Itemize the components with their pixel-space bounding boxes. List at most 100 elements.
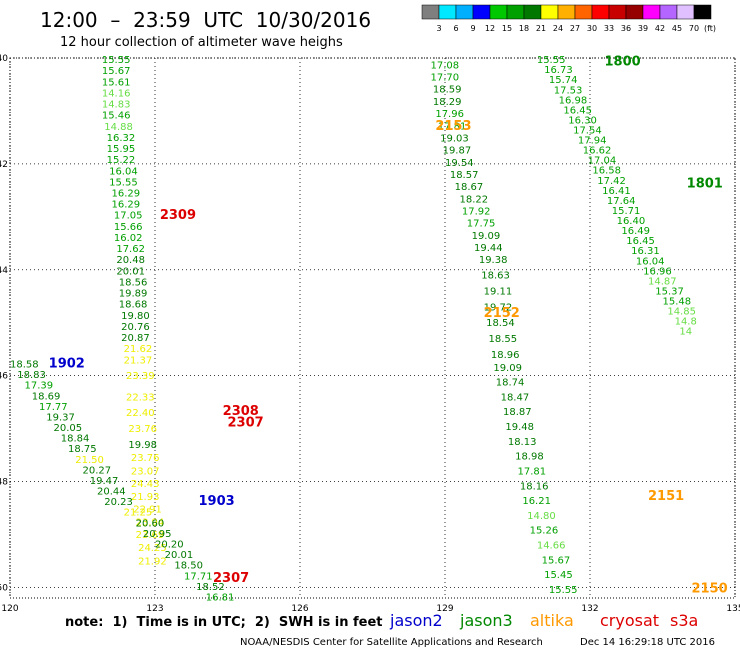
swh-data-point: 18.83 (17, 370, 46, 381)
swh-data-point: 22.91 (133, 505, 162, 516)
swh-data-point: 20.01 (116, 266, 145, 277)
swh-data-point: 17.81 (438, 121, 467, 132)
plot-area: 120 123 126 129 132 135 -40 -42 -44 -46 -48 -50 15… (0, 54, 740, 614)
swh-data-point: 18.52 (196, 582, 225, 593)
swh-data-point: 14.16 (102, 88, 131, 99)
swh-data-point: 18.75 (68, 444, 97, 455)
pass-number-label: 1800 (605, 55, 641, 70)
swh-data-point: 23.07 (131, 466, 160, 477)
swh-data-point: 16.73 (544, 65, 573, 76)
pass-number-label: 2308 (223, 404, 259, 419)
swh-data-point: 15.66 (114, 222, 143, 233)
swh-data-point: 16.40 (617, 216, 646, 227)
swh-data-point: 17.92 (462, 207, 491, 218)
swh-data-point: 20.01 (165, 550, 194, 561)
swh-data-point: 16.30 (568, 115, 597, 126)
swh-data-point: 16.31 (631, 246, 660, 257)
colorbar-label: 6 (453, 24, 458, 33)
legend-jason2: jason2 (389, 611, 443, 630)
swh-data-point: 18.74 (496, 378, 525, 389)
swh-data-point: 18.59 (433, 85, 462, 96)
swh-data-point: 16.62 (583, 146, 612, 157)
x-tick-label: 135 (726, 604, 740, 614)
colorbar-swatch (659, 4, 678, 20)
swh-data-point: 19.44 (474, 243, 503, 254)
x-tick-label: 129 (436, 604, 453, 614)
swh-data-point: 23.39 (126, 371, 155, 382)
y-tick-label: -42 (0, 160, 8, 170)
swh-data-point: 14.8 (675, 317, 697, 328)
colorbar-label: 27 (570, 24, 580, 33)
colorbar-swatch (608, 4, 627, 20)
swh-data-point: 18.87 (503, 407, 532, 418)
swh-data-point: 17.05 (114, 211, 143, 222)
swh-data-point: 15.37 (655, 286, 684, 297)
x-tick-label: 123 (146, 604, 163, 614)
y-tick-label: -40 (0, 54, 8, 64)
swh-data-point: 18.22 (460, 194, 489, 205)
swh-data-point: 21.37 (124, 355, 153, 366)
swh-data-point: 20.05 (54, 423, 83, 434)
swh-data-point: 18.98 (515, 452, 544, 463)
swh-data-point: 18.55 (489, 334, 518, 345)
swh-data-point: 15.71 (612, 206, 641, 217)
swh-data-point: 19.54 (445, 158, 474, 169)
legend-s3a: s3a (670, 611, 698, 630)
swh-data-point: 24.25 (138, 543, 167, 554)
swh-data-point: 15.55 (537, 55, 566, 66)
colorbar-swatch (438, 4, 457, 20)
colorbar-label: 33 (604, 24, 614, 33)
swh-data-point: 15.55 (109, 177, 138, 188)
note-text: note: 1) Time is in UTC; 2) SWH is in fe… (65, 615, 383, 630)
swh-data-point: 17.53 (554, 85, 583, 96)
swh-data-point: 23.69 (136, 530, 165, 541)
swh-data-point: 19.11 (484, 286, 513, 297)
x-tick-label: 126 (291, 604, 308, 614)
timestamp-text: Dec 14 16:29:18 UTC 2016 (580, 637, 715, 648)
swh-data-point: 18.84 (61, 434, 90, 445)
swh-data-point: 15.55 (102, 55, 131, 66)
swh-data-point: 18.50 (174, 561, 203, 572)
colorbar-label: 39 (638, 24, 648, 33)
pass-number-label: 2152 (484, 306, 520, 321)
colorbar-swatch (540, 4, 559, 20)
colorbar-label: 45 (672, 24, 682, 33)
y-tick-label: -44 (0, 266, 8, 276)
colorbar-label: 42 (655, 24, 665, 33)
swh-data-point: 24.43 (131, 479, 160, 490)
swh-data-point: 19.47 (90, 476, 119, 487)
credit-text: NOAA/NESDIS Center for Satellite Applica… (240, 637, 543, 648)
swh-data-point: 17.71 (184, 571, 213, 582)
swh-data-point: 18.47 (501, 392, 530, 403)
swh-data-point: 20.20 (155, 540, 184, 551)
pass-number-label: 2309 (160, 208, 196, 223)
swh-data-point: 19.80 (121, 311, 150, 322)
colorbar-swatch (421, 4, 440, 20)
swh-data-point: 23.94 (136, 517, 165, 528)
swh-data-point: 15.45 (544, 570, 573, 581)
swh-data-point: 16.32 (107, 133, 136, 144)
swh-data-point: 16.45 (626, 236, 655, 247)
swh-data-point: 21.93 (131, 492, 160, 503)
chart-subtitle: 12 hour collection of altimeter wave hei… (60, 35, 343, 50)
swh-data-point: 19.48 (505, 422, 534, 433)
colorbar-label: 70 (689, 24, 699, 33)
swh-data-point: 18.69 (32, 391, 61, 402)
swh-data-point: 17.39 (25, 381, 54, 392)
colorbar-swatch (676, 4, 695, 20)
swh-data-point: 19.98 (128, 440, 157, 451)
swh-data-point: 17.81 (518, 466, 547, 477)
x-tick-label: 132 (581, 604, 598, 614)
colorbar-unit: (ft) (704, 24, 716, 33)
swh-data-point: 14.85 (667, 307, 696, 318)
legend-jason3: jason3 (459, 611, 513, 630)
swh-data-point: 17.75 (467, 219, 496, 230)
swh-data-point: 18.13 (508, 437, 537, 448)
pass-number-label: 2150 (692, 581, 728, 596)
chart-title: 12:00 – 23:59 UTC 10/30/2016 (40, 8, 371, 32)
colorbar-swatch (523, 4, 542, 20)
swh-data-point: 14 (679, 327, 692, 338)
legend-cryosat: cryosat (600, 611, 659, 630)
